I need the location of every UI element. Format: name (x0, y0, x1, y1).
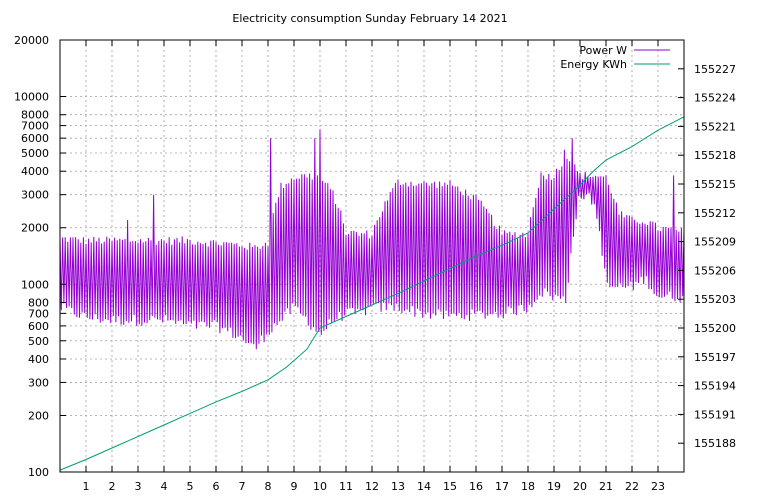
y2-tick-label: 155194 (694, 380, 736, 393)
y2-tick-label: 155206 (694, 264, 736, 277)
y-tick-label: 800 (28, 296, 49, 309)
x-tick-label: 7 (239, 480, 246, 493)
y-tick-label: 5000 (21, 147, 49, 160)
y-tick-label: 100 (28, 466, 49, 479)
x-tick-label: 5 (187, 480, 194, 493)
y2-tick-label: 155188 (694, 437, 736, 450)
y-tick-label: 8000 (21, 109, 49, 122)
x-tick-label: 18 (521, 480, 535, 493)
legend-label-power: Power W (579, 44, 627, 57)
y-tick-label: 700 (28, 307, 49, 320)
y2-tick-label: 155215 (694, 178, 736, 191)
x-tick-label: 17 (495, 480, 509, 493)
y2-tick-label: 155191 (694, 408, 736, 421)
x-tick-label: 11 (339, 480, 353, 493)
x-tick-label: 8 (265, 480, 272, 493)
y-tick-label: 200 (28, 409, 49, 422)
power-line (59, 129, 685, 350)
y-tick-label: 3000 (21, 189, 49, 202)
legend-label-energy: Energy KWh (560, 58, 627, 71)
y-tick-label: 500 (28, 335, 49, 348)
x-tick-label: 22 (625, 480, 639, 493)
x-tick-label: 1 (83, 480, 90, 493)
y-tick-label: 6000 (21, 132, 49, 145)
x-tick-label: 2 (109, 480, 116, 493)
y-tick-label: 400 (28, 353, 49, 366)
y-tick-label: 10000 (14, 91, 49, 104)
x-tick-label: 6 (213, 480, 220, 493)
x-tick-label: 10 (313, 480, 327, 493)
series-energy (59, 116, 685, 471)
x-tick-label: 12 (365, 480, 379, 493)
x-tick-label: 3 (135, 480, 142, 493)
x-tick-label: 13 (391, 480, 405, 493)
grid-layer (60, 40, 684, 472)
y2-tick-label: 155200 (694, 322, 736, 335)
energy-line (59, 116, 685, 471)
x-tick-label: 9 (291, 480, 298, 493)
series-power (59, 129, 685, 350)
y-tick-label: 7000 (21, 120, 49, 133)
x-tick-label: 15 (443, 480, 457, 493)
y2-tick-label: 155209 (694, 236, 736, 249)
y2-tick-label: 155212 (694, 207, 736, 220)
y2-tick-label: 155197 (694, 351, 736, 364)
y-tick-label: 600 (28, 320, 49, 333)
x-tick-label: 16 (469, 480, 483, 493)
y2-tick-label: 155218 (694, 149, 736, 162)
y-tick-label: 20000 (14, 34, 49, 47)
x-tick-label: 20 (573, 480, 587, 493)
y-tick-label: 1000 (21, 278, 49, 291)
y2-tick-label: 155203 (694, 293, 736, 306)
ticks-layer: 1 2 3 4 5 6 7 8 9 10 11 12 13 14 15 16 17 18 19 20 21 22 23100… (14, 34, 736, 493)
y-tick-label: 4000 (21, 165, 49, 178)
y2-tick-label: 155224 (694, 92, 736, 105)
x-tick-label: 19 (547, 480, 561, 493)
x-tick-label: 14 (417, 480, 431, 493)
x-tick-label: 4 (161, 480, 168, 493)
y2-tick-label: 155221 (694, 120, 736, 133)
y2-tick-label: 155227 (694, 63, 736, 76)
x-tick-label: 21 (599, 480, 613, 493)
legend: Power W Energy KWh (560, 44, 670, 71)
chart-title: Electricity consumption Sunday February … (232, 12, 507, 25)
x-tick-label: 23 (651, 480, 665, 493)
y-tick-label: 2000 (21, 222, 49, 235)
y-tick-label: 300 (28, 376, 49, 389)
